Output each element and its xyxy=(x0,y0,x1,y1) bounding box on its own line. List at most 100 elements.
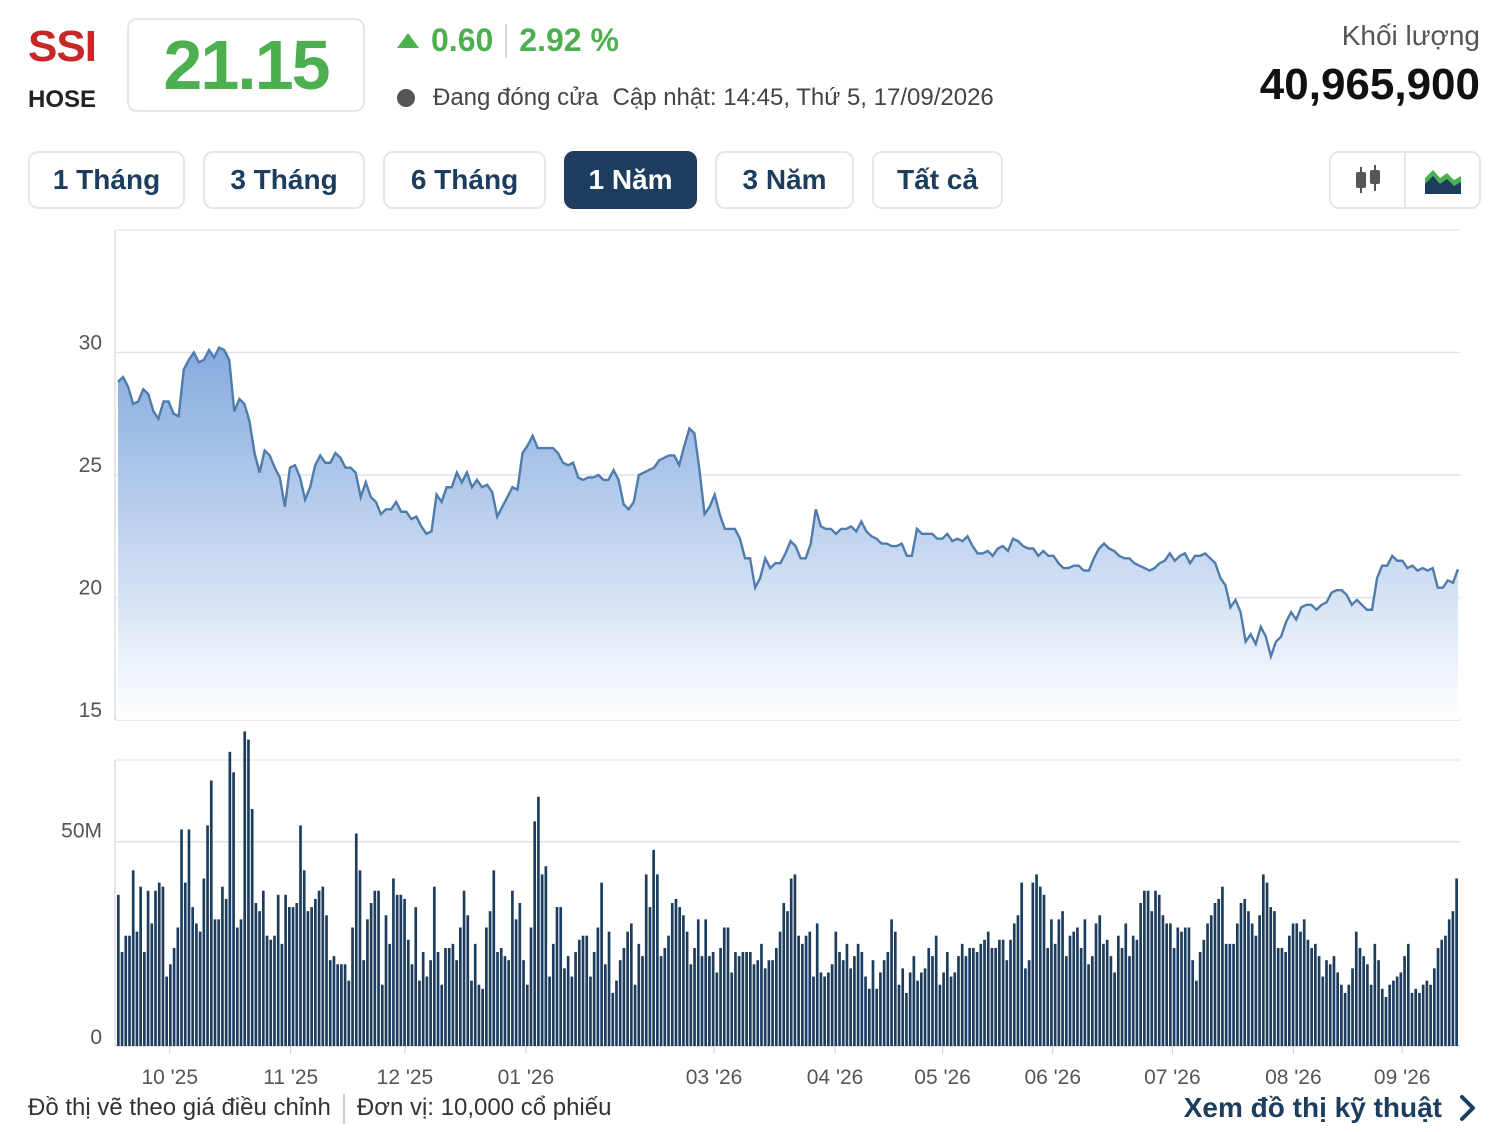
volume-bar xyxy=(886,952,890,1046)
tab-1-year[interactable]: 1 Năm xyxy=(564,151,697,209)
volume-bar xyxy=(496,952,499,1046)
volume-bar xyxy=(1347,984,1351,1046)
volume-bar xyxy=(964,956,968,1046)
volume-bar xyxy=(243,731,247,1046)
volume-bar xyxy=(745,952,748,1046)
volume-bar xyxy=(938,984,942,1046)
volume-bar xyxy=(715,972,719,1046)
volume-bar xyxy=(1232,943,1235,1046)
volume-bar xyxy=(414,907,418,1046)
volume-bar xyxy=(990,947,994,1046)
volume-bar xyxy=(682,915,685,1046)
volume-bar xyxy=(537,796,540,1046)
volume-bar xyxy=(247,739,250,1046)
volume-bar xyxy=(1087,964,1090,1046)
x-tick-label: 09 '26 xyxy=(1374,1066,1431,1089)
volume-bar xyxy=(406,939,410,1046)
volume-bar xyxy=(607,931,611,1046)
technical-chart-link[interactable]: Xem đồ thị kỹ thuật xyxy=(1184,1092,1480,1124)
volume-bar xyxy=(1299,931,1302,1046)
tab-6-months[interactable]: 6 Tháng xyxy=(383,151,546,209)
volume-bar xyxy=(1362,956,1366,1046)
volume-bar xyxy=(1395,976,1399,1046)
volume-bar xyxy=(1172,947,1176,1046)
volume-bar xyxy=(432,886,436,1046)
volume-bar xyxy=(998,939,1001,1046)
volume-bar xyxy=(1024,968,1027,1046)
volume-bar xyxy=(875,988,879,1046)
volume-bar xyxy=(559,907,563,1046)
volume-bar xyxy=(1373,943,1377,1046)
volume-bar xyxy=(131,870,135,1046)
volume-bar xyxy=(1042,894,1046,1046)
tab-3-months[interactable]: 3 Tháng xyxy=(203,151,365,209)
volume-bar xyxy=(1310,947,1313,1046)
volume-bar xyxy=(224,898,228,1046)
volume-bar xyxy=(195,923,198,1046)
volume-bar xyxy=(403,898,406,1046)
volume-bar xyxy=(693,947,696,1046)
volume-bar xyxy=(1128,956,1131,1046)
volume-bar xyxy=(221,886,224,1046)
volume-bar xyxy=(366,919,369,1046)
volume-bar xyxy=(1053,943,1057,1046)
volume-bar xyxy=(931,956,934,1046)
volume-bar xyxy=(1354,931,1358,1046)
volume-bar xyxy=(916,980,919,1046)
volume-bar xyxy=(986,931,990,1046)
volume-bar xyxy=(511,890,514,1046)
volume-bar xyxy=(1369,984,1373,1046)
x-tick-label: 03 '26 xyxy=(686,1066,743,1089)
volume-bar xyxy=(670,903,674,1046)
x-tick-label: 04 '26 xyxy=(807,1066,864,1089)
volume-bar xyxy=(945,952,949,1046)
volume-bar xyxy=(983,939,986,1046)
volume-bar xyxy=(1388,984,1392,1046)
area-chart-button[interactable] xyxy=(1404,153,1479,207)
volume-bar xyxy=(1436,947,1440,1046)
price-tick-label: 25 xyxy=(79,454,102,477)
volume-bar xyxy=(1302,919,1306,1046)
volume-bar xyxy=(1366,964,1369,1046)
volume-bar xyxy=(1284,952,1287,1046)
volume-bar xyxy=(518,903,522,1046)
volume-bar xyxy=(235,927,239,1046)
volume-bar xyxy=(284,894,287,1046)
tab-3-years[interactable]: 3 Năm xyxy=(715,151,854,209)
candlestick-button[interactable] xyxy=(1331,153,1404,207)
volume-bar xyxy=(1239,903,1243,1046)
volume-bar xyxy=(1113,972,1116,1046)
volume-bar xyxy=(585,935,589,1046)
volume-value: 40,965,900 xyxy=(1259,60,1480,109)
volume-bar xyxy=(1116,935,1120,1046)
volume-bar xyxy=(1050,919,1053,1046)
volume-bar xyxy=(1254,935,1258,1046)
volume-bar xyxy=(1321,976,1325,1046)
volume-bar xyxy=(1064,956,1068,1046)
chart-type-toggle xyxy=(1329,151,1481,209)
volume-bar xyxy=(369,903,373,1046)
volume-bar xyxy=(905,992,908,1046)
divider xyxy=(505,23,508,58)
volume-bar xyxy=(1328,964,1332,1046)
x-tick-label: 01 '26 xyxy=(498,1066,555,1089)
volume-bar xyxy=(637,943,641,1046)
volume-bar xyxy=(1447,919,1451,1046)
volume-bar xyxy=(1273,911,1276,1046)
ticker-symbol: SSI xyxy=(28,22,97,71)
volume-bar xyxy=(354,833,358,1046)
volume-bar xyxy=(1090,956,1094,1046)
volume-bar xyxy=(325,915,328,1046)
volume-bar xyxy=(1102,943,1105,1046)
volume-bar xyxy=(191,907,195,1046)
tab-all[interactable]: Tất cả xyxy=(872,151,1003,209)
tab-1-month[interactable]: 1 Tháng xyxy=(28,151,185,209)
volume-bar xyxy=(455,960,458,1046)
volume-bar xyxy=(514,919,518,1046)
volume-bar xyxy=(548,976,551,1046)
volume-bar xyxy=(1228,943,1232,1046)
volume-bar xyxy=(1143,890,1146,1046)
volume-bar xyxy=(1094,923,1098,1046)
volume-bar xyxy=(797,935,800,1046)
volume-bar xyxy=(968,947,971,1046)
